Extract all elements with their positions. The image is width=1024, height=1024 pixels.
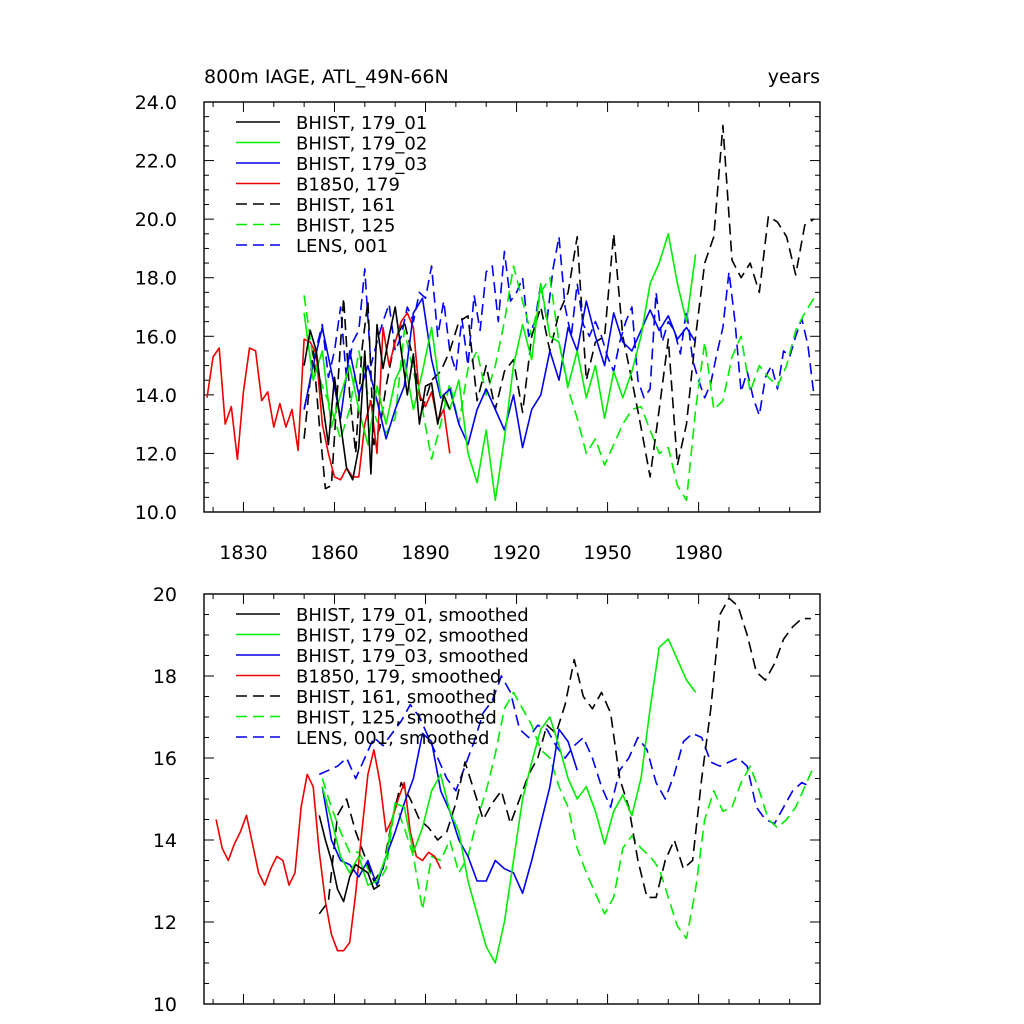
y-tick-label: 18.0 <box>135 268 177 290</box>
legend-label: BHIST, 179_01, smoothed <box>296 605 529 626</box>
y-tick-label: 10.0 <box>135 502 177 524</box>
y-tick-label: 14 <box>153 830 177 852</box>
series-line-2 <box>303 297 697 449</box>
legend-label: BHIST, 125, smoothed <box>296 708 497 729</box>
legend-label: BHIST, 125 <box>296 216 395 237</box>
legend-label: B1850, 179 <box>296 175 400 196</box>
x-tick-label: 1980 <box>674 542 722 564</box>
series-line-0 <box>318 815 381 903</box>
x-tick-label: 1920 <box>492 542 540 564</box>
series-line-3 <box>215 748 442 952</box>
y-tick-label: 12 <box>153 912 177 934</box>
series-line-4 <box>303 124 815 490</box>
y-tick-label: 20.0 <box>135 209 177 231</box>
x-tick-label: 1890 <box>401 542 449 564</box>
x-tick-label: 1950 <box>583 542 631 564</box>
y-tick-label: 10 <box>153 994 177 1016</box>
legend-label: BHIST, 161, smoothed <box>296 687 497 708</box>
legend-label: LENS, 001 <box>296 236 388 257</box>
y-tick-label: 22.0 <box>135 151 177 173</box>
series-line-3 <box>206 312 451 481</box>
chart-title: 800m IAGE, ATL_49N-66N <box>204 66 449 88</box>
y-tick-label: 16.0 <box>135 326 177 348</box>
legend-label: BHIST, 179_03 <box>296 154 427 175</box>
x-tick-label: 1860 <box>310 542 358 564</box>
x-tick-label: 1830 <box>219 542 267 564</box>
y-tick-label: 12.0 <box>135 443 177 465</box>
series-line-0 <box>303 306 451 481</box>
top-panel: 800m IAGE, ATL_49N-66N years 10.0 12.0 14.… <box>135 66 821 564</box>
series-line-1 <box>321 638 697 964</box>
y-tick-label: 18 <box>153 666 177 688</box>
legend-label: LENS, 001, smoothed <box>296 728 489 749</box>
legend-label: B1850, 179, smoothed <box>296 667 501 688</box>
series-line-6 <box>318 675 812 825</box>
legend-label: BHIST, 161 <box>296 195 395 216</box>
legend-label: BHIST, 179_02, smoothed <box>296 626 529 647</box>
y-tick-label: 20 <box>153 584 177 606</box>
y-tick-label: 16 <box>153 748 177 770</box>
legend-label: BHIST, 179_01 <box>296 113 427 134</box>
y-tick-label: 14.0 <box>135 385 177 407</box>
y-tick-label: 24.0 <box>135 92 177 114</box>
series-line-4 <box>318 597 811 915</box>
legend-label: BHIST, 179_02 <box>296 134 427 155</box>
legend-label: BHIST, 179_03, smoothed <box>296 646 529 667</box>
units-label: years <box>768 66 820 88</box>
